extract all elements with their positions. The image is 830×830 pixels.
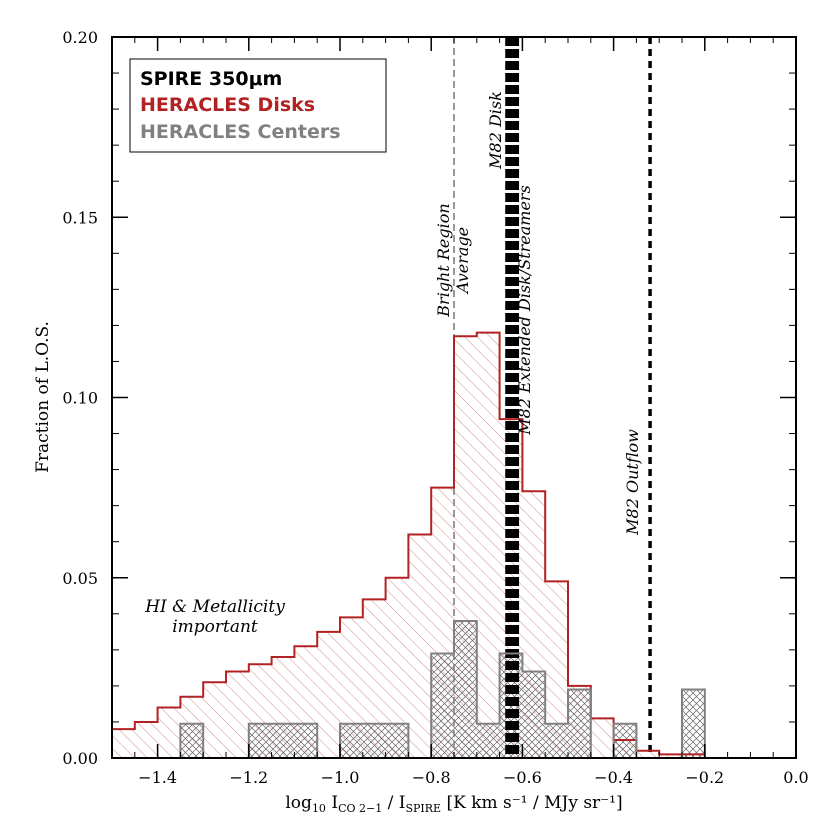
center-bar-7 (271, 723, 295, 758)
center-bar-20 (568, 689, 591, 758)
disk-bar-2 (157, 707, 181, 758)
center-bar-19 (545, 723, 568, 758)
center-bar-18 (522, 671, 546, 758)
x-tick-label: −0.8 (412, 768, 451, 787)
center-bar-10 (340, 723, 363, 758)
label-bright-region-average: Bright RegionAverage (434, 203, 472, 317)
legend-box (129, 58, 387, 153)
x-tick-label: −1.0 (321, 768, 360, 787)
disk-bar-11 (362, 599, 386, 758)
disk-bar-5 (226, 671, 249, 758)
x-tick-label: −1.4 (138, 768, 177, 787)
disk-bar-19 (545, 581, 568, 758)
label-m82-disk: M82 Disk (486, 91, 505, 170)
center-bar-15 (454, 621, 477, 758)
x-tick-label: −1.2 (229, 768, 268, 787)
x-axis-label: log10 ICO 2−1 / ISPIRE [K km s⁻¹ / MJy s… (285, 793, 622, 815)
x-tick-label: −0.2 (685, 768, 724, 787)
disk-bar-9 (317, 631, 340, 758)
y-tick-label: 0.20 (62, 28, 98, 47)
y-tick-label: 0.10 (62, 389, 98, 408)
legend: SPIRE 350μm HERACLES Disks HERACLES Cent… (129, 58, 387, 153)
axis-ticks: −1.4 −1.2 −1.0 −0.8 −0.6 −0.4 −0.2 0.0 0.00 0.05 0… (62, 28, 808, 787)
legend-item-spire: SPIRE 350μm (140, 68, 282, 90)
legend-item-heracles-centers: HERACLES Centers (140, 121, 341, 143)
center-bar-11 (362, 723, 386, 758)
center-bar-25 (682, 689, 705, 758)
y-tick-label: 0.00 (62, 749, 98, 768)
disk-bar-23 (636, 750, 660, 758)
label-m82-extended-disk: M82 Extended Disk/Streamers (515, 185, 534, 436)
y-axis-label: Fraction of L.O.S. (33, 321, 53, 473)
center-bar-6 (248, 723, 272, 758)
center-bar-12 (385, 723, 409, 758)
y-tick-label: 0.05 (62, 569, 98, 588)
x-tick-label: −0.6 (503, 768, 542, 787)
y-tick-label: 0.15 (62, 208, 98, 227)
annotation-hi-metallicity: HI & Metallicity important (144, 597, 285, 637)
disk-bar-0 (112, 729, 135, 758)
reference-line-labels: Bright RegionAverage M82 Disk M82 Extended… (144, 91, 642, 637)
disk-bar-16 (476, 332, 500, 758)
center-bar-16 (476, 723, 500, 758)
disk-bar-21 (590, 718, 614, 758)
disk-bar-12 (385, 577, 409, 758)
center-bar-8 (294, 723, 318, 758)
x-tick-label: 0.0 (783, 768, 808, 787)
x-tick-label: −0.4 (594, 768, 633, 787)
disk-bar-1 (134, 721, 158, 758)
legend-item-heracles-disks: HERACLES Disks (140, 94, 315, 116)
center-histogram-outline (179, 620, 706, 758)
disk-bar-24 (659, 754, 682, 758)
label-m82-outflow: M82 Outflow (623, 429, 642, 536)
disk-bar-4 (203, 682, 226, 758)
disk-bar-13 (408, 534, 432, 758)
center-bar-3 (180, 723, 204, 758)
center-bar-14 (431, 653, 454, 758)
